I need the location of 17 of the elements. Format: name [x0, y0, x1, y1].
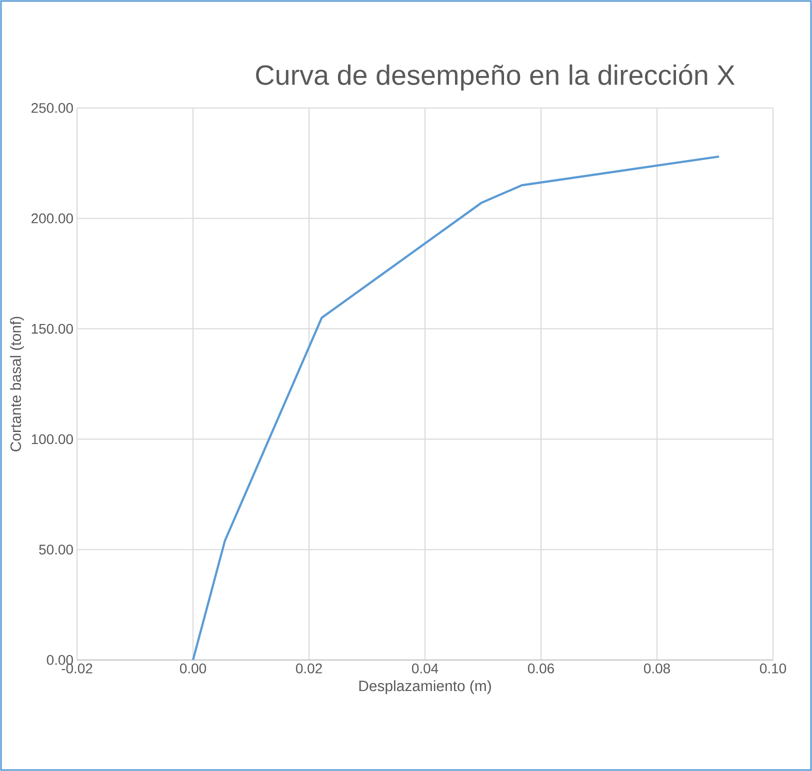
x-tick-label: -0.02 — [62, 663, 92, 674]
chart-title: Curva de desempeño en la dirección X — [256, 64, 735, 90]
x-tick-label: 0.10 — [760, 663, 786, 674]
x-tick-label: 0.00 — [180, 663, 206, 674]
x-tick-label: 0.08 — [644, 663, 670, 674]
y-tick-label: 50.00 — [39, 544, 73, 555]
y-tick-label: 100.00 — [32, 434, 73, 444]
x-tick-label: 0.02 — [296, 663, 322, 674]
y-tick-label: 200.00 — [32, 213, 73, 224]
line-series — [192, 155, 720, 660]
y-tick-label: 0.00 — [46, 655, 73, 665]
x-tick-label: 0.04 — [412, 663, 438, 674]
x-axis-title: Desplazamiento (m) — [359, 680, 491, 694]
y-tick-label: 250.00 — [32, 103, 73, 113]
y-tick-label: 150.00 — [32, 324, 73, 334]
x-tick-label: 0.06 — [528, 663, 554, 674]
y-axis-title: Cortante basal (tonf) — [10, 316, 24, 452]
